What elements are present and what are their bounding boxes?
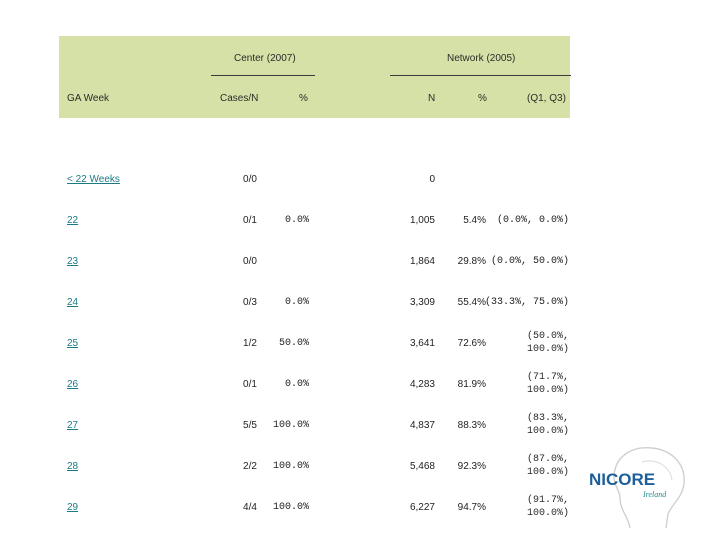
network-n-cell: 3,309	[409, 297, 435, 308]
network-pct-cell: 5.4%	[463, 215, 486, 226]
network-group-header: Network (2005)	[447, 53, 516, 64]
quartile-column-header: (Q1, Q3)	[527, 93, 566, 104]
network-n-cell: 1,864	[409, 256, 435, 267]
network-n-cell: 5,468	[409, 461, 435, 472]
nicore-logo: NICORE Ireland	[589, 447, 685, 529]
ga-week-link[interactable]: 27	[67, 420, 79, 431]
cases-cell: 0/1	[243, 379, 257, 390]
cases-column-header: Cases/N	[220, 93, 259, 104]
quartile-cell: (83.3%, 100.0%)	[493, 412, 569, 438]
quartile-high: 100.0%)	[526, 344, 569, 355]
ga-week-link[interactable]: 22	[67, 215, 79, 226]
network-pct-cell: 92.3%	[457, 461, 486, 472]
quartile-cell: (33.3%, 75.0%)	[484, 297, 569, 308]
quartile-cell: (91.7%, 100.0%)	[493, 494, 569, 520]
cases-cell: 2/2	[243, 461, 257, 472]
network-n-column-header: N	[428, 93, 436, 104]
quartile-cell: (0.0%, 50.0%)	[490, 256, 569, 267]
quartile-high: 100.0%)	[526, 426, 569, 437]
center-pct-cell: 0.0%	[284, 379, 309, 390]
center-pct-cell: 0.0%	[284, 215, 309, 226]
quartile-cell: (0.0%, 0.0%)	[496, 215, 569, 226]
network-n-cell: 4,837	[409, 420, 435, 431]
quartile-low: (50.0%,	[526, 331, 569, 342]
table-header-band	[59, 36, 570, 118]
center-pct-column-header: %	[299, 93, 308, 104]
ga-week-link[interactable]: 26	[67, 379, 79, 390]
quartile-high: 100.0%)	[526, 385, 569, 396]
network-pct-cell: 88.3%	[457, 420, 486, 431]
center-pct-cell: 50.0%	[278, 338, 309, 349]
network-pct-cell: 29.8%	[457, 256, 486, 267]
quartile-high: 100.0%)	[526, 467, 569, 478]
network-n-cell: 3,641	[409, 338, 435, 349]
network-n-cell: 0	[429, 174, 435, 185]
ga-week-link[interactable]: 25	[67, 338, 79, 349]
network-pct-cell: 81.9%	[457, 379, 486, 390]
network-pct-cell: 55.4%	[457, 297, 486, 308]
quartile-cell: (71.7%, 100.0%)	[493, 371, 569, 397]
quartile-low: (71.7%,	[526, 372, 569, 383]
center-group-header: Center (2007)	[234, 53, 296, 64]
network-pct-cell: 94.7%	[457, 502, 486, 513]
quartile-low: (87.0%,	[526, 454, 569, 465]
cases-cell: 0/1	[243, 215, 257, 226]
cases-cell: 5/5	[243, 420, 257, 431]
network-pct-column-header: %	[478, 93, 487, 104]
quartile-cell: (87.0%, 100.0%)	[493, 453, 569, 479]
quartile-low: (83.3%,	[526, 413, 569, 424]
network-n-cell: 4,283	[409, 379, 435, 390]
center-pct-cell: 100.0%	[272, 420, 309, 431]
center-pct-cell: 100.0%	[272, 461, 309, 472]
center-pct-cell: 100.0%	[272, 502, 309, 513]
network-group-rule	[390, 75, 571, 76]
ga-week-link[interactable]: 24	[67, 297, 79, 308]
logo-name-text: NICORE	[589, 470, 655, 489]
ga-week-link[interactable]: 29	[67, 502, 79, 513]
cases-cell: 4/4	[243, 502, 257, 513]
network-n-cell: 1,005	[409, 215, 435, 226]
logo-subtitle-text: Ireland	[642, 490, 667, 499]
cases-cell: 0/0	[243, 174, 257, 185]
center-group-rule	[211, 75, 315, 76]
network-pct-cell: 72.6%	[457, 338, 486, 349]
ga-week-link[interactable]: < 22 Weeks	[67, 174, 120, 185]
ga-week-link[interactable]: 23	[67, 256, 79, 267]
ga-week-column-header: GA Week	[67, 93, 110, 104]
center-pct-cell: 0.0%	[284, 297, 309, 308]
network-n-cell: 6,227	[409, 502, 435, 513]
quartile-cell: (50.0%, 100.0%)	[493, 330, 569, 356]
cases-cell: 0/3	[243, 297, 257, 308]
cases-cell: 1/2	[243, 338, 257, 349]
quartile-high: 100.0%)	[526, 508, 569, 519]
cases-cell: 0/0	[243, 256, 257, 267]
ga-week-link[interactable]: 28	[67, 461, 79, 472]
quartile-low: (91.7%,	[526, 495, 569, 506]
